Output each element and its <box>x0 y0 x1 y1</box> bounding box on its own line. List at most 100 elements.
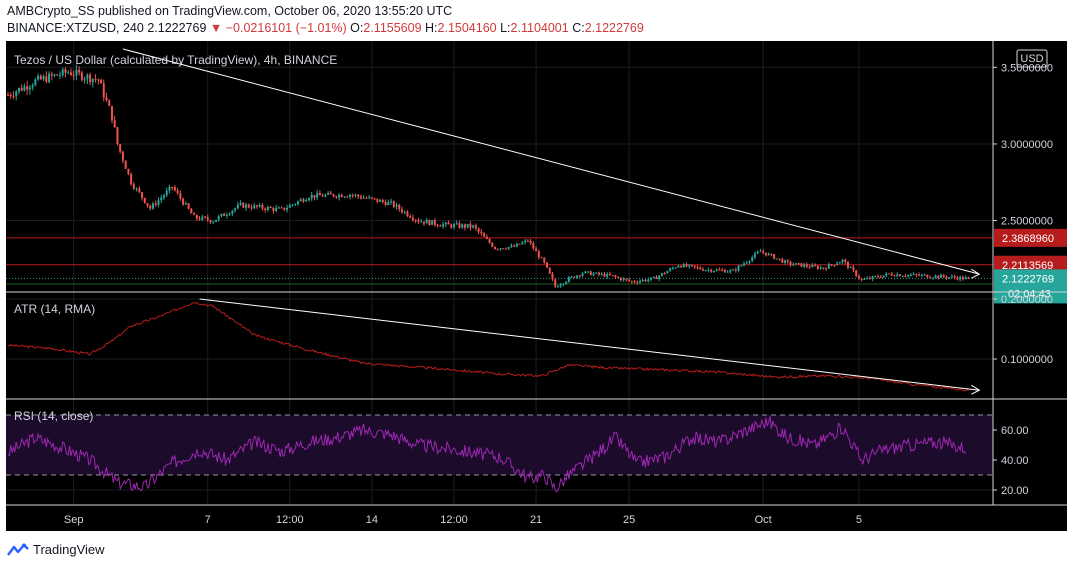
candle-body <box>759 251 762 253</box>
candle-body <box>225 214 228 216</box>
candle-body <box>554 279 557 287</box>
candle-body <box>97 79 100 81</box>
candle-body <box>61 69 64 76</box>
candle-body <box>704 270 707 272</box>
candle-body <box>844 259 847 263</box>
rsi-pane[interactable]: RSI (14, close) <box>6 409 993 493</box>
candle-body <box>78 69 81 73</box>
axes: Sep 7 12:00 14 12:00 21 25 Oct 5 3.5000000 3.00000… <box>6 41 1067 526</box>
candle-body <box>474 225 477 229</box>
candle-body <box>868 278 871 280</box>
candle-body <box>239 202 242 205</box>
candle-body <box>461 224 464 228</box>
currency-badge <box>1016 49 1048 68</box>
price-pane[interactable]: 2.38689602.21135692.08600362.122276902:0… <box>6 48 1067 304</box>
y-tick-label: 40.00 <box>1001 455 1029 467</box>
candle-body <box>390 201 393 203</box>
candle-body <box>72 75 75 77</box>
candle-body <box>710 269 713 272</box>
candle-body <box>537 251 540 258</box>
candle-body <box>592 273 595 276</box>
candle-body <box>452 224 455 228</box>
candle-body <box>863 279 866 281</box>
candle-body <box>685 264 688 267</box>
candle-body <box>587 271 590 273</box>
candle-countdown-label: 02:04:43 <box>1008 288 1051 300</box>
candle-body <box>524 240 527 243</box>
candle-body <box>852 267 855 271</box>
candle-body <box>879 277 882 279</box>
candle-body <box>280 207 283 209</box>
candle-body <box>888 273 891 275</box>
candle-body <box>636 282 639 284</box>
candle-body <box>786 260 789 262</box>
candle-body <box>805 264 808 267</box>
candle-body <box>195 215 198 219</box>
candle-body <box>822 267 825 269</box>
candle-body <box>781 259 784 263</box>
candle-body <box>310 195 313 199</box>
currency-badge-label: USD <box>1020 53 1043 65</box>
candle-body <box>234 208 237 211</box>
candle-body <box>655 276 658 280</box>
candle-body <box>231 210 234 214</box>
candle-body <box>937 275 940 278</box>
candle-body <box>168 186 171 191</box>
candle-body <box>56 74 59 76</box>
y-tick-label: 3.5000000 <box>1001 62 1053 74</box>
candle-body <box>472 225 475 228</box>
candle-body <box>770 253 773 255</box>
candle-body <box>907 274 910 277</box>
candle-body <box>688 264 691 267</box>
candle-body <box>428 219 431 225</box>
candle-body <box>929 277 932 279</box>
candle-body <box>885 273 888 276</box>
candle-body <box>302 199 305 202</box>
candle-body <box>926 274 929 278</box>
candle-body <box>737 265 740 271</box>
candle-body <box>349 194 352 197</box>
candle-body <box>860 278 863 280</box>
candle-body <box>313 195 316 198</box>
candle-body <box>299 199 302 202</box>
tradingview-brand[interactable]: TradingView <box>7 542 105 557</box>
candle-body <box>359 196 362 199</box>
candle-body <box>633 281 636 283</box>
candle-body <box>442 224 445 227</box>
rsi-title: RSI (14, close) <box>14 409 93 423</box>
candle-body <box>915 273 918 275</box>
candle-body <box>127 168 130 174</box>
candle-body <box>644 279 647 282</box>
candle-body <box>28 87 31 90</box>
candle-body <box>346 196 349 198</box>
chart-canvas[interactable]: 2.38689602.21135692.08600362.122276902:0… <box>6 41 1067 531</box>
candle-body <box>819 267 822 269</box>
candle-body <box>825 268 828 270</box>
candle-body <box>255 205 258 207</box>
atr-pane[interactable]: ATR (14, RMA) <box>7 298 981 395</box>
candle-body <box>329 192 332 195</box>
high-value: 2.1504160 <box>437 21 497 35</box>
candle-body <box>23 86 26 91</box>
candle-body <box>171 186 174 188</box>
candle-body <box>160 197 163 201</box>
candle-body <box>693 265 696 268</box>
candle-body <box>797 263 800 265</box>
candle-body <box>726 271 729 273</box>
x-tick-label: 21 <box>530 514 542 526</box>
candle-body <box>877 276 880 278</box>
candle-body <box>31 85 34 88</box>
candle-body <box>920 274 923 276</box>
candle-body <box>264 208 267 211</box>
candle-body <box>466 223 469 228</box>
candle-body <box>485 236 488 239</box>
candle-body <box>297 201 300 204</box>
candle-body <box>619 277 622 281</box>
candle-body <box>89 74 92 83</box>
candle-body <box>135 188 138 190</box>
candle-body <box>80 72 83 80</box>
candle-body <box>641 279 644 282</box>
candle-body <box>707 269 710 271</box>
price-trendline-arrow <box>971 268 981 279</box>
candle-body <box>253 205 256 209</box>
